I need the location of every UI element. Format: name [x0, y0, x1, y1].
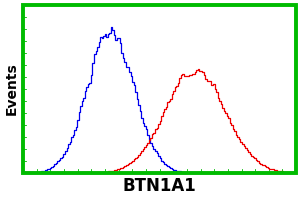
Y-axis label: Events: Events	[5, 63, 19, 115]
X-axis label: BTN1A1: BTN1A1	[123, 177, 197, 195]
